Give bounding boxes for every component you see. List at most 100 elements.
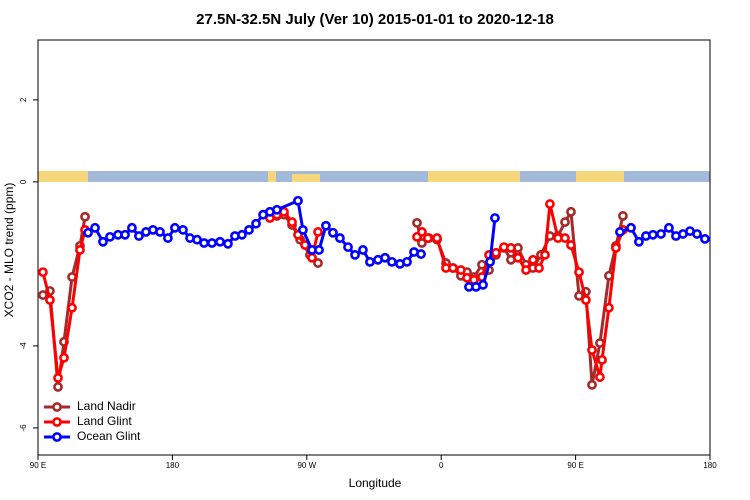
legend-label: Ocean Glint [77, 429, 141, 443]
data-point [566, 206, 576, 217]
data-point [215, 236, 225, 247]
data-point [432, 233, 442, 243]
legend-label: Land Nadir [77, 399, 136, 413]
series-line [42, 207, 625, 388]
y-tick-label: 0 [19, 179, 28, 184]
data-point [343, 242, 353, 252]
data-point [358, 245, 368, 255]
data-point [540, 249, 550, 260]
data-point [456, 265, 466, 275]
data-point [272, 204, 282, 215]
data-point [664, 222, 674, 233]
data-point [611, 243, 621, 253]
data-point [328, 227, 338, 238]
data-point [350, 249, 360, 260]
x-tick-label: 90 W [297, 461, 316, 470]
x-tick-label: 90 E [567, 461, 583, 470]
data-point [313, 258, 323, 268]
data-point [307, 252, 317, 263]
data-point [490, 213, 500, 223]
data-point [45, 295, 55, 305]
data-point [313, 227, 323, 237]
data-point [38, 267, 48, 278]
chart-title: 27.5N-32.5N July (Ver 10) 2015-01-01 to … [196, 11, 554, 28]
data-point [59, 352, 69, 363]
plot-area: -6 -4 0 2 90 E 180 90 W 0 90 E 180 Land NadirLand … [19, 97, 717, 470]
data-point [656, 229, 666, 239]
legend-marker [52, 402, 62, 412]
data-point [53, 382, 63, 392]
data-point [127, 222, 137, 233]
plot-frame [37, 39, 711, 456]
data-point [417, 238, 427, 248]
data-point [207, 238, 217, 248]
y-axis-label: XCO2 - MLO trend (ppm) [2, 183, 16, 318]
data-point [545, 199, 555, 209]
data-point [298, 224, 308, 235]
data-point [560, 217, 570, 227]
data-point [244, 224, 254, 235]
data-point [335, 233, 345, 243]
data-point [155, 227, 165, 237]
data-point [448, 263, 458, 273]
legend-marker [52, 432, 62, 442]
data-point [170, 222, 180, 233]
data-point [80, 211, 90, 222]
data-point [587, 379, 597, 390]
x-tick-label: 90 E [30, 461, 46, 470]
data-point [38, 290, 48, 300]
data-point [402, 256, 412, 267]
data-point [521, 265, 531, 275]
data-point [587, 345, 597, 355]
data-point [90, 222, 100, 233]
legend-label: Land Glint [77, 414, 132, 428]
data-point [314, 245, 324, 255]
data-point [163, 233, 173, 243]
data-point [604, 302, 614, 313]
data-point [423, 233, 433, 243]
data-point [98, 236, 108, 247]
data-point [365, 256, 375, 267]
data-point [199, 238, 209, 248]
data-point [75, 245, 85, 255]
x-tick-label: 180 [703, 461, 717, 470]
data-point [416, 249, 426, 259]
data-point [491, 247, 501, 258]
data-point [478, 279, 488, 290]
y-tick-label: 2 [19, 97, 28, 102]
x-tick-label: 180 [166, 461, 180, 470]
data-point [120, 229, 130, 240]
data-point [634, 236, 644, 247]
y-tick-label: -4 [19, 342, 28, 350]
data-point [380, 252, 390, 263]
legend-marker [52, 417, 62, 427]
data-point [134, 231, 144, 241]
data-point [513, 252, 523, 263]
data-point [83, 227, 93, 238]
data-point [574, 267, 584, 278]
data-point [223, 238, 233, 249]
data-point [293, 195, 303, 206]
data-point [574, 290, 584, 301]
land-ocean-strip [38, 171, 710, 182]
data-point [67, 302, 77, 313]
data-point [560, 233, 570, 243]
data-point [237, 229, 247, 240]
data-point [251, 218, 261, 229]
data-point [700, 233, 710, 244]
data-point [506, 243, 516, 253]
data-point [287, 217, 297, 227]
data-point [581, 295, 591, 305]
data-point [485, 256, 495, 267]
x-axis-label: Longitude [349, 476, 402, 490]
data-point [618, 211, 628, 221]
data-point [534, 263, 544, 273]
data-point [321, 220, 331, 231]
data-point [595, 372, 605, 382]
data-point [417, 227, 427, 237]
y-tick-label: -6 [19, 424, 28, 432]
x-tick-label: 0 [439, 461, 444, 470]
data-point [178, 224, 188, 235]
data-point [597, 354, 607, 365]
